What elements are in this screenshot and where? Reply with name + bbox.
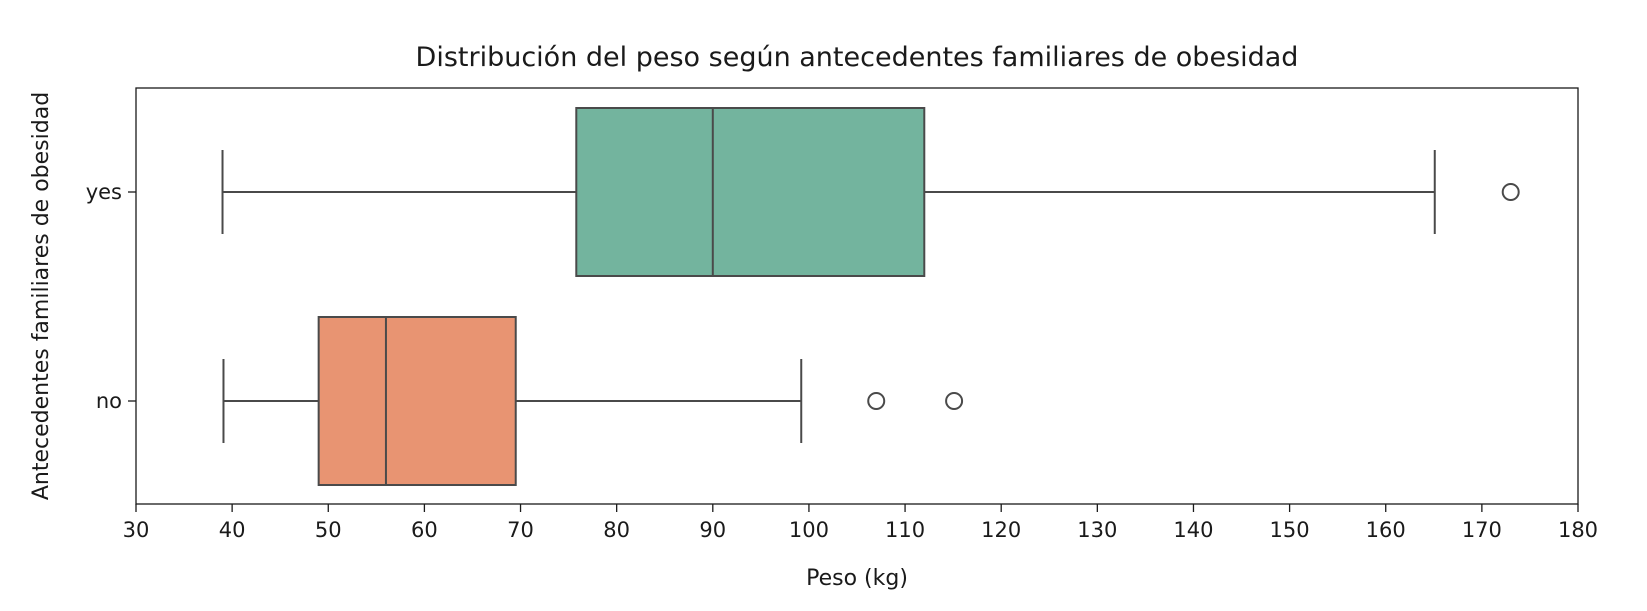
x-tick-label-110: 110 xyxy=(885,518,925,542)
x-tick-label-160: 160 xyxy=(1366,518,1406,542)
outlier-no-0 xyxy=(867,392,886,410)
x-tick-label-100: 100 xyxy=(789,518,829,542)
outlier-no-1 xyxy=(945,392,964,410)
x-tick-label-90: 90 xyxy=(699,518,726,542)
x-tick-label-80: 80 xyxy=(603,518,630,542)
x-tick-label-130: 130 xyxy=(1077,518,1117,542)
y-axis-label: Antecedentes familiares de obesidad xyxy=(29,92,54,500)
x-tick-label-60: 60 xyxy=(411,518,438,542)
box-no xyxy=(317,316,517,486)
box-group-no xyxy=(222,316,964,486)
x-tick-label-70: 70 xyxy=(507,518,534,542)
box-group-yes xyxy=(221,107,1520,277)
y-axis: yes no xyxy=(86,180,136,413)
plot-frame xyxy=(135,87,1579,505)
plot-area xyxy=(221,107,1520,486)
x-axis: 30 40 50 60 70 80 90 100 110 120 130 140 150 160 170 18… xyxy=(123,504,1598,542)
x-tick-label-170: 170 xyxy=(1462,518,1502,542)
x-tick-label-50: 50 xyxy=(315,518,342,542)
x-axis-label: Peso (kg) xyxy=(806,566,908,591)
x-tick-label-40: 40 xyxy=(219,518,246,542)
chart-title: Distribución del peso según antecedentes… xyxy=(416,42,1299,73)
x-tick-label-30: 30 xyxy=(123,518,150,542)
y-tick-label-no: no xyxy=(96,389,122,413)
x-tick-label-180: 180 xyxy=(1558,518,1598,542)
x-tick-label-120: 120 xyxy=(981,518,1021,542)
x-tick-label-140: 140 xyxy=(1173,518,1213,542)
y-tick-label-yes: yes xyxy=(86,180,122,204)
x-tick-label-150: 150 xyxy=(1270,518,1310,542)
outlier-yes-0 xyxy=(1501,183,1520,201)
box-yes xyxy=(575,107,926,277)
